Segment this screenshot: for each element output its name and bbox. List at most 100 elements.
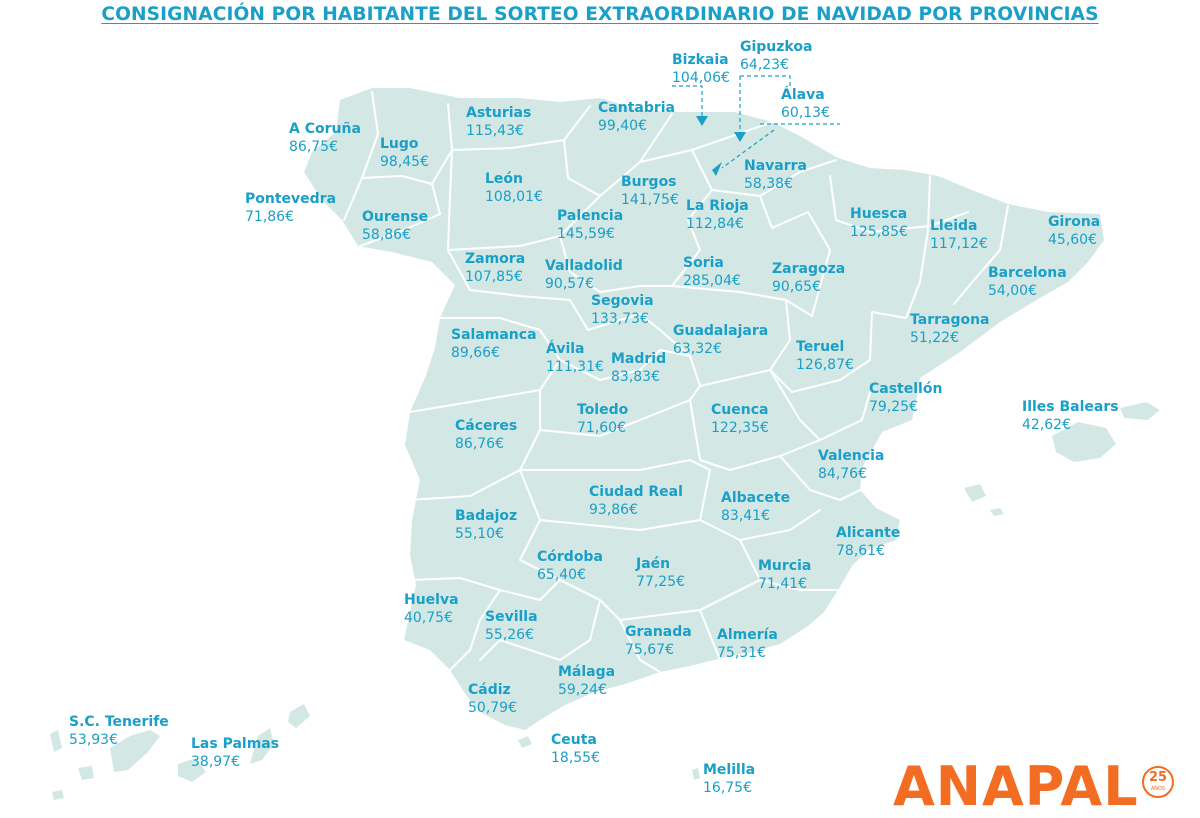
province-name: Girona (1048, 214, 1101, 230)
melilla-shape (692, 768, 700, 780)
province-name: Granada (625, 624, 692, 640)
province-name: Teruel (796, 339, 845, 355)
province-name: Alicante (836, 525, 901, 541)
spain-map (50, 75, 1160, 800)
province-value: 42,62€ (1022, 417, 1071, 433)
province-name: Gipuzkoa (740, 39, 813, 55)
province-label-alava: Álava 60,13€ (781, 86, 830, 122)
province-name: Segovia (591, 293, 654, 309)
province-label-teruel: Teruel 126,87€ (796, 338, 854, 374)
province-label-lugo: Lugo 98,45€ (380, 135, 429, 171)
province-value: 18,55€ (551, 750, 600, 766)
province-name: Ourense (362, 209, 429, 225)
province-value: 50,79€ (468, 700, 517, 716)
province-name: La Rioja (686, 198, 749, 214)
province-label-caceres: Cáceres 86,76€ (455, 417, 517, 453)
province-label-las-palmas: Las Palmas 38,97€ (191, 735, 279, 771)
anniversary-badge-icon: 25 AÑOS (1142, 766, 1174, 798)
province-name: Asturias (466, 105, 532, 121)
province-value: 71,41€ (758, 576, 807, 592)
province-label-huesca: Huesca 125,85€ (850, 205, 908, 241)
province-label-sc-tenerife: S.C. Tenerife 53,93€ (69, 713, 169, 749)
province-name: Albacete (721, 490, 791, 506)
la-palma-shape (50, 730, 62, 752)
province-value: 117,12€ (930, 236, 988, 252)
province-value: 108,01€ (485, 189, 543, 205)
province-label-valladolid: Valladolid 90,57€ (545, 257, 623, 293)
province-value: 79,25€ (869, 399, 918, 415)
province-label-castellon: Castellón 79,25€ (869, 380, 942, 416)
province-value: 16,75€ (703, 780, 752, 796)
province-value: 86,76€ (455, 436, 504, 452)
province-label-girona: Girona 45,60€ (1048, 213, 1100, 249)
province-label-murcia: Murcia 71,41€ (758, 557, 811, 593)
province-value: 65,40€ (537, 567, 586, 583)
province-name: Huesca (850, 206, 908, 222)
province-name: Ávila (546, 341, 585, 357)
province-name: Sevilla (485, 609, 538, 625)
province-name: Castellón (869, 381, 943, 397)
province-label-ceuta: Ceuta 18,55€ (551, 731, 600, 767)
province-name: Valladolid (545, 258, 623, 274)
province-value: 111,31€ (546, 359, 604, 375)
province-value: 60,13€ (781, 105, 830, 121)
province-label-albacete: Albacete 83,41€ (721, 489, 790, 525)
province-name: Córdoba (537, 549, 603, 565)
province-label-cadiz: Cádiz 50,79€ (468, 681, 517, 717)
province-value: 90,57€ (545, 276, 594, 292)
province-name: Palencia (557, 208, 624, 224)
province-name: Guadalajara (673, 323, 769, 339)
badge-text: AÑOS (1150, 786, 1166, 792)
province-name: Bizkaia (672, 52, 729, 68)
province-value: 64,23€ (740, 57, 789, 73)
province-label-melilla: Melilla 16,75€ (703, 761, 755, 797)
province-value: 133,73€ (591, 311, 649, 327)
province-value: 58,38€ (744, 176, 793, 192)
province-name: León (485, 171, 524, 187)
ibiza-shape (964, 484, 986, 502)
gran-canaria-shape (178, 758, 206, 782)
province-value: 115,43€ (466, 123, 524, 139)
province-label-jaen: Jaén 77,25€ (636, 555, 685, 591)
province-value: 75,31€ (717, 645, 766, 661)
province-label-zaragoza: Zaragoza 90,65€ (772, 260, 845, 296)
province-label-navarra: Navarra 58,38€ (744, 157, 807, 193)
province-label-guadalajara: Guadalajara 63,32€ (673, 322, 768, 358)
province-name: Ceuta (551, 732, 597, 748)
province-value: 63,32€ (673, 341, 722, 357)
province-name: Madrid (611, 351, 667, 367)
province-name: Tarragona (910, 312, 990, 328)
province-label-alicante: Alicante 78,61€ (836, 524, 900, 560)
ceuta-shape (518, 736, 532, 748)
province-label-soria: Soria 285,04€ (683, 254, 741, 290)
province-name: Cádiz (468, 682, 511, 698)
province-name: Zaragoza (772, 261, 846, 277)
province-value: 77,25€ (636, 574, 685, 590)
anapal-logo: ANAPAL (893, 755, 1139, 818)
province-name: Barcelona (988, 265, 1067, 281)
province-value: 75,67€ (625, 642, 674, 658)
province-value: 53,93€ (69, 732, 118, 748)
province-name: Las Palmas (191, 736, 280, 752)
province-name: Lugo (380, 136, 419, 152)
province-name: Jaén (636, 556, 671, 572)
province-name: Málaga (558, 664, 616, 680)
province-value: 38,97€ (191, 754, 240, 770)
province-value: 55,10€ (455, 526, 504, 542)
province-value: 90,65€ (772, 279, 821, 295)
province-label-gipuzkoa: Gipuzkoa 64,23€ (740, 38, 812, 74)
province-value: 98,45€ (380, 154, 429, 170)
badge-number: 25 (1148, 770, 1168, 785)
province-value: 86,75€ (289, 139, 338, 155)
province-value: 59,24€ (558, 682, 607, 698)
province-name: Soria (683, 255, 724, 271)
province-label-asturias: Asturias 115,43€ (466, 104, 531, 140)
province-value: 125,85€ (850, 224, 908, 240)
province-value: 112,84€ (686, 216, 744, 232)
province-value: 40,75€ (404, 610, 453, 626)
map-title: CONSIGNACIÓN POR HABITANTE DEL SORTEO EX… (101, 4, 1099, 25)
province-name: Lleida (930, 218, 978, 234)
province-name: Álava (781, 87, 825, 103)
province-label-burgos: Burgos 141,75€ (621, 173, 679, 209)
province-value: 99,40€ (598, 118, 647, 134)
